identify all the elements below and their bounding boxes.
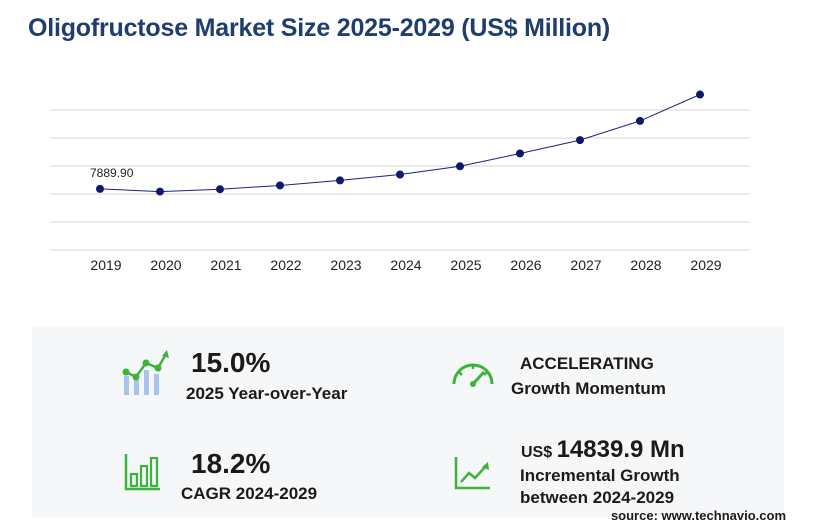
x-tick-2026: 2026 bbox=[510, 257, 541, 273]
data-label-2019: 7889.90 bbox=[90, 166, 134, 180]
speedometer-icon bbox=[452, 363, 494, 387]
chart-grid bbox=[50, 109, 750, 251]
trend-up-icon bbox=[454, 457, 490, 490]
x-tick-2019: 2019 bbox=[90, 257, 121, 273]
x-tick-2021: 2021 bbox=[210, 257, 241, 273]
incremental-value-row: US$ 14839.9 Mn bbox=[521, 436, 685, 464]
data-point-2023 bbox=[336, 176, 344, 185]
x-tick-2025: 2025 bbox=[450, 257, 481, 273]
x-tick-2027: 2027 bbox=[570, 257, 601, 273]
page-title: Oligofructose Market Size 2025-2029 (US$… bbox=[28, 14, 611, 42]
data-point-2027 bbox=[576, 136, 584, 145]
data-point-2025 bbox=[456, 162, 464, 171]
incremental-label-1: Incremental Growth bbox=[520, 466, 680, 485]
x-tick-2029: 2029 bbox=[690, 257, 721, 273]
growth-chart-icon bbox=[122, 350, 169, 395]
line-chart: 2019 2020 2021 2022 2023 2024 2025 2026 2027 2028… bbox=[50, 90, 750, 273]
x-tick-2023: 2023 bbox=[330, 257, 361, 273]
data-point-2020 bbox=[156, 187, 164, 196]
momentum-label: Growth Momentum bbox=[511, 379, 666, 398]
data-point-2019 bbox=[96, 184, 104, 193]
x-tick-2028: 2028 bbox=[630, 257, 661, 273]
data-point-2022 bbox=[276, 181, 284, 190]
data-point-2021 bbox=[216, 185, 224, 194]
momentum-title: ACCELERATING bbox=[520, 354, 654, 373]
data-point-2028 bbox=[636, 116, 644, 125]
cagr-label: CAGR 2024-2029 bbox=[181, 484, 318, 503]
yoy-value: 15.0% bbox=[191, 347, 271, 378]
x-tick-labels: 2019 2020 2021 2022 2023 2024 2025 2026 2027 2028… bbox=[90, 257, 721, 273]
bar-chart-icon bbox=[124, 454, 160, 491]
data-point-2026 bbox=[516, 149, 524, 158]
currency-prefix: US$ bbox=[521, 444, 553, 461]
cagr-value: 18.2% bbox=[191, 448, 271, 479]
data-points bbox=[96, 90, 704, 196]
data-point-2029 bbox=[696, 90, 704, 99]
incremental-label-2: between 2024-2029 bbox=[520, 488, 675, 507]
x-tick-2020: 2020 bbox=[150, 257, 181, 273]
yoy-label: 2025 Year-over-Year bbox=[186, 384, 348, 403]
source-credit: source: www.technavio.com bbox=[610, 508, 786, 523]
incremental-value: 14839.9 Mn bbox=[556, 436, 685, 463]
x-tick-2022: 2022 bbox=[270, 257, 301, 273]
x-tick-2024: 2024 bbox=[390, 257, 421, 273]
data-point-2024 bbox=[396, 170, 404, 179]
